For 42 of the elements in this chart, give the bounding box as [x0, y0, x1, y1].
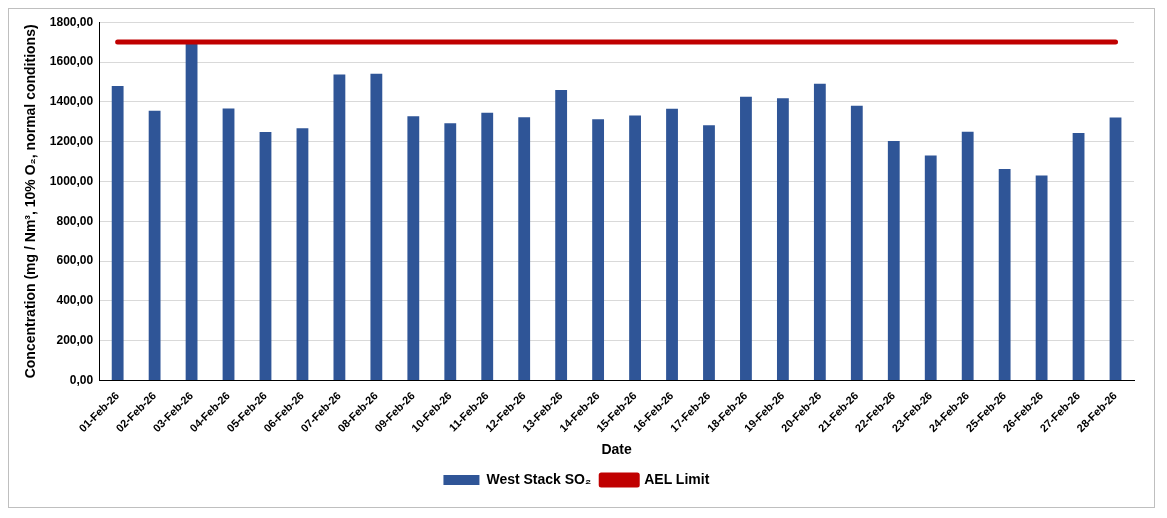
y-tick-label: 1400,00	[49, 94, 94, 109]
bar	[481, 112, 494, 381]
bar	[998, 168, 1011, 381]
bar	[407, 116, 420, 381]
bar	[222, 108, 235, 381]
bar	[703, 125, 715, 381]
bar	[185, 42, 198, 381]
bar	[518, 117, 531, 381]
bar	[887, 141, 900, 381]
bar	[259, 132, 272, 381]
y-tick-label: 0,00	[69, 372, 94, 387]
bar	[1035, 175, 1048, 381]
bar	[924, 155, 937, 381]
bar	[813, 83, 826, 381]
y-tick-label: 1600,00	[49, 54, 94, 69]
bar	[1072, 133, 1085, 381]
x-axis-title: Date	[601, 441, 632, 458]
y-axis-title: Concentration (mg / Nm³, 10% O₂, normal conditions)	[22, 24, 39, 379]
bar	[148, 110, 161, 381]
y-tick-label: 200,00	[56, 333, 94, 348]
bar	[1109, 117, 1122, 381]
bar	[444, 123, 457, 381]
bar	[370, 73, 383, 381]
bar	[296, 128, 309, 381]
bar	[592, 119, 605, 381]
legend-label: AEL Limit	[644, 470, 710, 487]
y-tick-label: 600,00	[56, 253, 94, 268]
legend-label: West Stack SO₂	[486, 470, 592, 487]
bar	[776, 98, 789, 381]
bar	[629, 115, 641, 381]
bar	[111, 86, 124, 381]
bar	[740, 96, 752, 381]
y-tick-label: 800,00	[56, 213, 94, 228]
bar	[333, 74, 346, 381]
bar	[666, 108, 678, 381]
bar	[961, 131, 974, 381]
y-tick-label: 1000,00	[49, 173, 94, 188]
y-tick-label: 1800,00	[49, 14, 94, 29]
bar	[555, 90, 568, 381]
y-tick-label: 400,00	[56, 293, 94, 308]
bar	[850, 105, 863, 381]
y-tick-label: 1200,00	[49, 133, 94, 148]
